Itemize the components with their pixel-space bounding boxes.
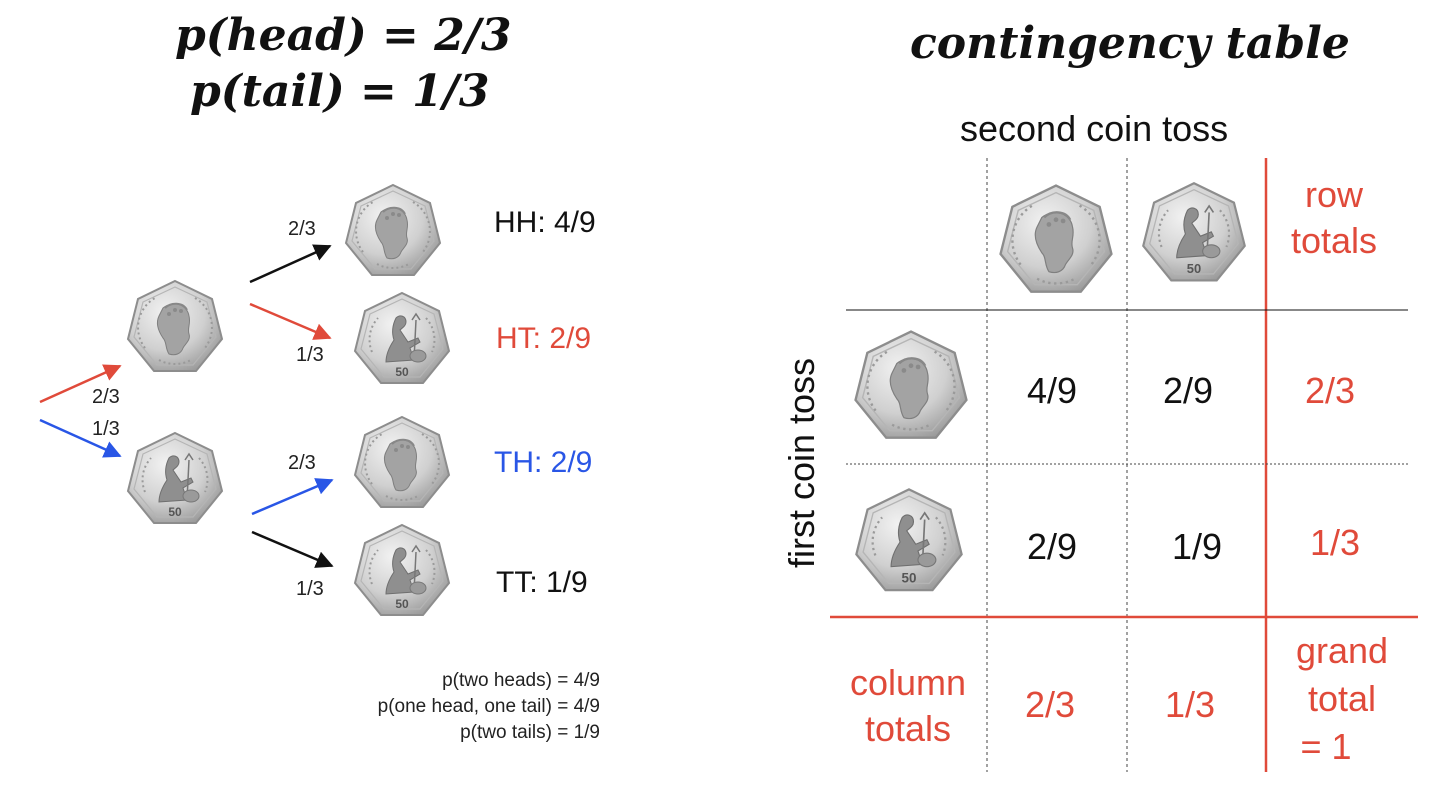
summary-one-each: p(one head, one tail) = 4/9 [377, 696, 600, 717]
branch-th-prob: 2/3 [288, 452, 316, 474]
branch-hh-prob: 2/3 [288, 218, 316, 240]
col2-total: 1/3 [1164, 684, 1216, 725]
tree-arrows [39, 244, 334, 568]
cell-tt: 1/9 [1171, 526, 1223, 567]
column-totals-line2: totals [864, 708, 952, 749]
row-totals-line2: totals [1290, 220, 1378, 261]
col1-total: 2/3 [1024, 684, 1076, 725]
cell-hh: 4/9 [1026, 370, 1078, 411]
left-title-line1: p(head) = 2/3 [175, 10, 512, 61]
row-header: first coin toss [781, 357, 822, 569]
row2-total: 1/3 [1309, 522, 1361, 563]
summary-two-tails: p(two tails) = 1/9 [460, 722, 600, 743]
summary-two-heads: p(two heads) = 4/9 [442, 670, 600, 691]
arrow-icon [249, 244, 332, 284]
branch-tt-prob: 1/3 [296, 578, 324, 600]
arrow-icon [251, 478, 334, 516]
outcome-th: TH: 2/9 [494, 446, 593, 479]
tail-coin-icon [1140, 180, 1248, 288]
column-header: second coin toss [960, 108, 1229, 149]
cell-ht: 2/9 [1162, 370, 1214, 411]
arrow-icon [251, 530, 334, 568]
column-totals-line1: column [849, 662, 967, 703]
outcome-hh: HH: 4/9 [494, 206, 596, 239]
grand-total-line3: = 1 [1300, 726, 1352, 767]
first-tail-prob: 1/3 [92, 418, 120, 440]
first-head-prob: 2/3 [92, 386, 120, 408]
grand-total-line1: grand [1295, 630, 1389, 671]
arrow-icon [249, 302, 332, 340]
grand-total-line2: total [1307, 678, 1377, 719]
head-coin-icon [852, 328, 970, 446]
branch-ht-prob: 1/3 [296, 344, 324, 366]
outcome-tt: TT: 1/9 [496, 566, 588, 599]
head-coin-icon [997, 182, 1115, 300]
arrow-icon [39, 364, 122, 404]
right-title: contingency table [910, 18, 1350, 69]
cell-th: 2/9 [1026, 526, 1078, 567]
row-totals-line1: row [1304, 174, 1363, 215]
left-title-line2: p(tail) = 1/3 [190, 66, 490, 117]
outcome-ht: HT: 2/9 [496, 322, 592, 355]
row1-total: 2/3 [1304, 370, 1356, 411]
arrow-icon [39, 418, 122, 458]
tail-coin-icon [853, 486, 965, 598]
